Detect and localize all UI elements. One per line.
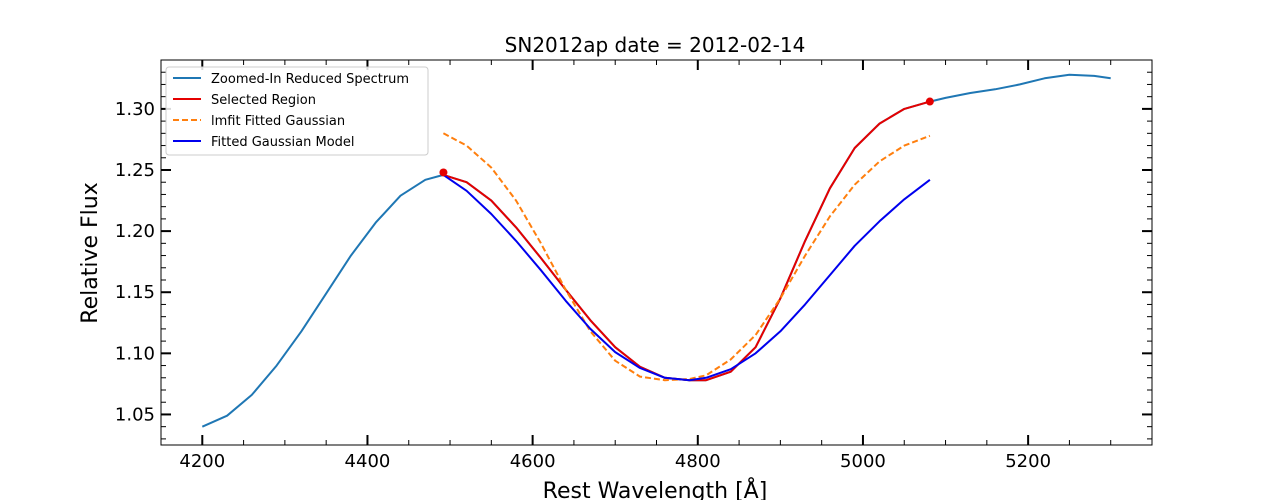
y-axis-title: Relative Flux [78, 182, 103, 323]
x-tick-label: 4400 [345, 451, 391, 472]
axis-ticks: 4200 4400 4600 4800 5000 5200 1.05 1.10 1.15 1.20… [115, 60, 1153, 472]
chart-title: SN2012ap date = 2012-02-14 [505, 33, 806, 57]
x-axis-title: Rest Wavelength [Å] [543, 477, 768, 500]
y-tick-label: 1.20 [115, 221, 155, 242]
endpoint-marker-0 [439, 168, 448, 177]
y-tick-label: 1.05 [115, 404, 155, 425]
x-tick-label: 4600 [510, 451, 556, 472]
y-tick-label: 1.15 [115, 282, 155, 303]
series-line-3 [442, 174, 931, 382]
legend-label-3: Fitted Gaussian Model [211, 135, 355, 150]
legend-label-0: Zoomed-In Reduced Spectrum [211, 72, 409, 87]
endpoint-marker-1 [925, 97, 934, 106]
x-tick-label: 4800 [675, 451, 721, 472]
legend-label-1: Selected Region [211, 93, 316, 108]
plot-area [201, 73, 1111, 428]
x-tick-label: 5200 [1005, 451, 1051, 472]
x-tick-label: 5000 [840, 451, 886, 472]
series-line-2 [442, 132, 931, 382]
legend-box [165, 66, 429, 156]
y-tick-label: 1.10 [115, 343, 155, 364]
y-tick-label: 1.25 [115, 160, 155, 181]
legend-label-2: lmfit Fitted Gaussian [211, 114, 345, 129]
y-tick-label: 1.30 [115, 99, 155, 120]
legend: Zoomed-In Reduced Spectrum Selected Regio… [165, 66, 429, 156]
x-tick-label: 4200 [179, 451, 225, 472]
